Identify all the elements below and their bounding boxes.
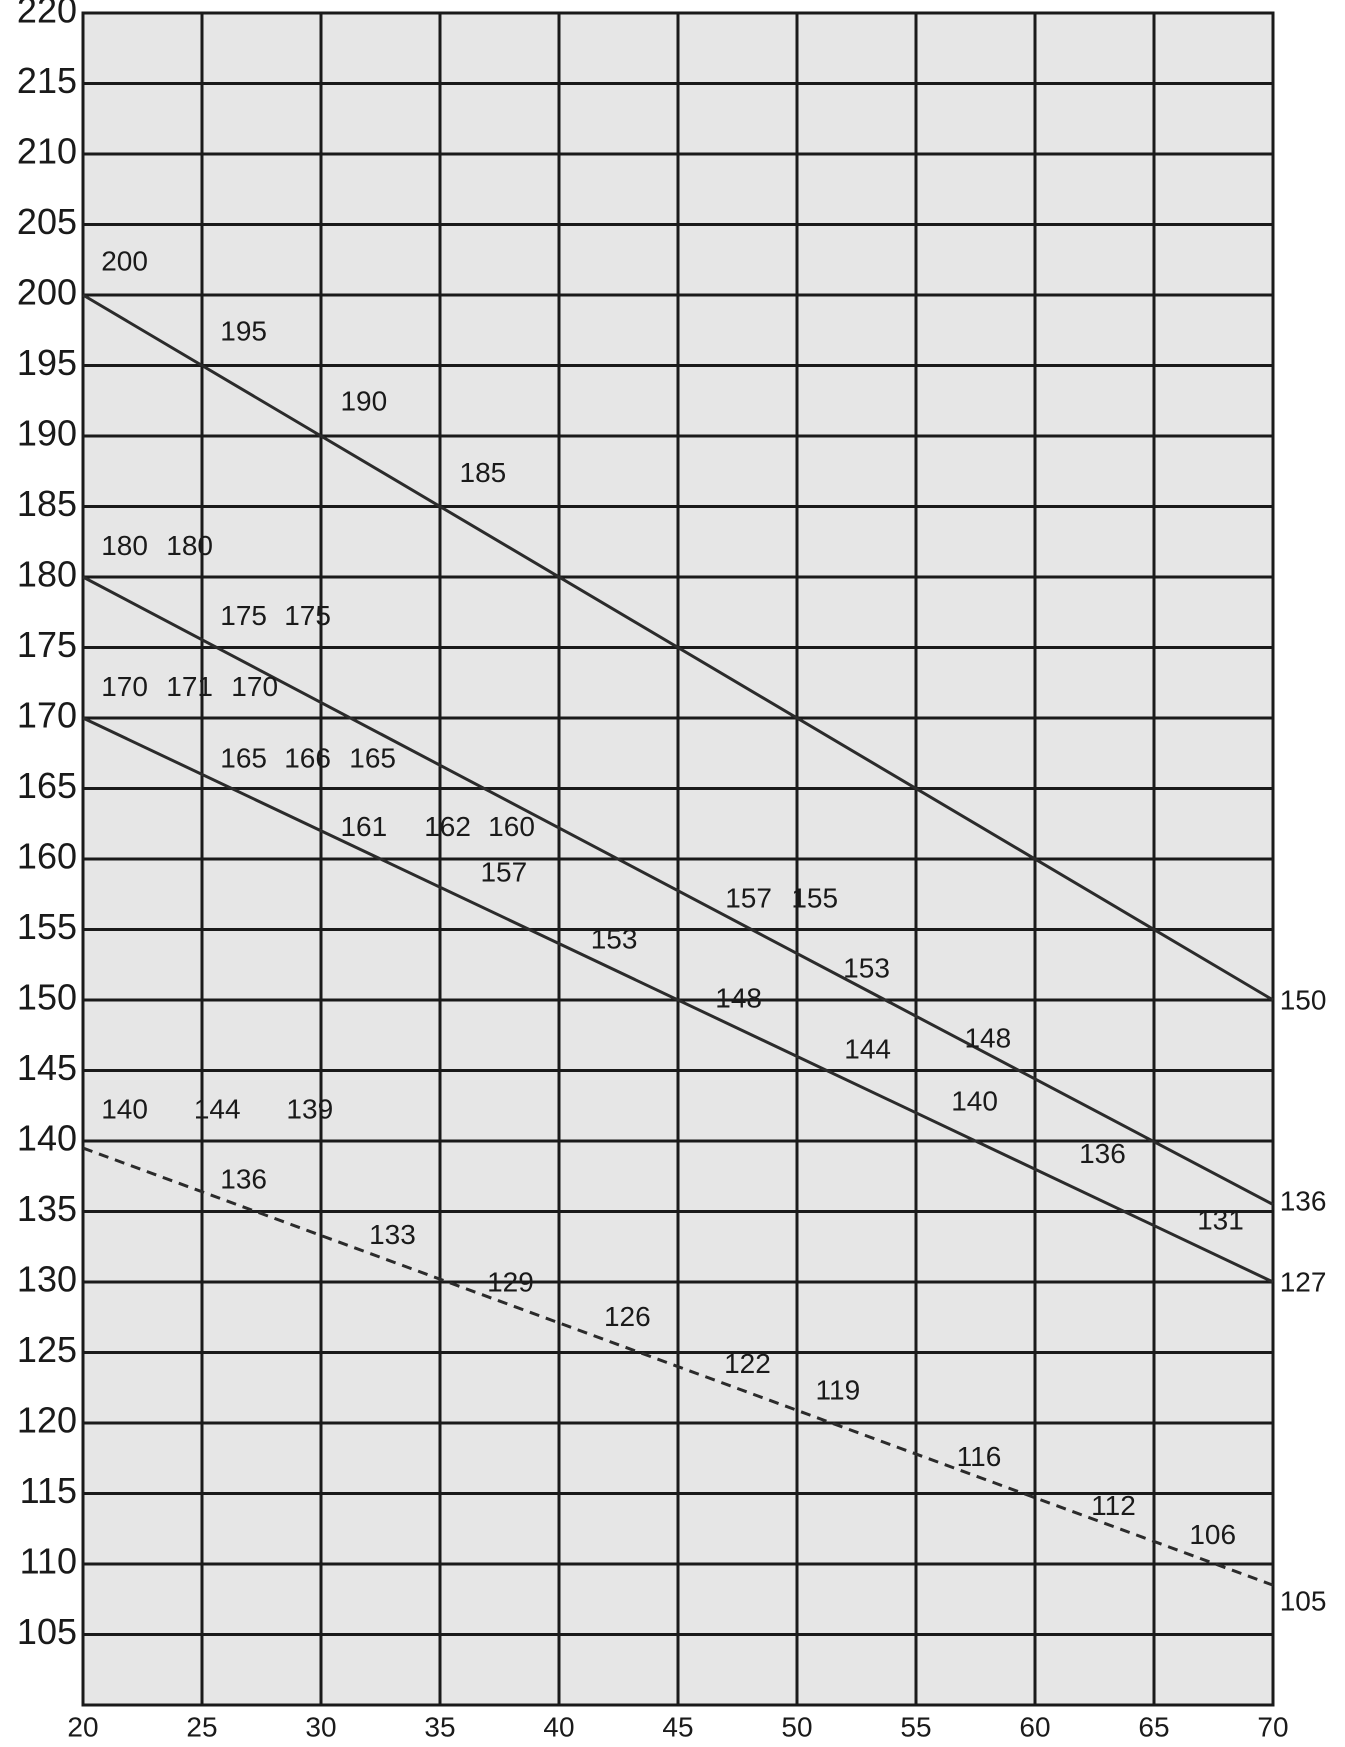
y-tick-label: 120 <box>17 1400 77 1441</box>
y-tick-label: 205 <box>17 201 77 242</box>
annotation: 155 <box>791 882 838 913</box>
line <box>82 575 1274 1206</box>
annotation: 144 <box>844 1033 891 1064</box>
y-tick-label: 140 <box>17 1118 77 1159</box>
y-tick-label: 200 <box>17 272 77 313</box>
annotation: 171 <box>166 671 213 702</box>
y-tick-label: 215 <box>17 60 77 101</box>
annotation: 161 <box>340 811 387 842</box>
annotation: 131 <box>1197 1204 1244 1235</box>
annotation: 127 <box>1280 1267 1327 1298</box>
annotation: 136 <box>1079 1138 1126 1169</box>
x-tick-label: 50 <box>781 1711 812 1742</box>
annotation: 139 <box>286 1093 333 1124</box>
x-tick-label: 70 <box>1257 1711 1288 1742</box>
y-tick-label: 145 <box>17 1047 77 1088</box>
y-tick-label: 165 <box>17 765 77 806</box>
annotation: 106 <box>1189 1519 1236 1550</box>
annotation: 144 <box>194 1093 241 1124</box>
line <box>82 293 1274 1002</box>
y-tick-label: 180 <box>17 554 77 595</box>
y-tick-label: 170 <box>17 695 77 736</box>
annotation: 140 <box>101 1093 148 1124</box>
annotation: 105 <box>1280 1586 1327 1617</box>
y-tick-label: 195 <box>17 342 77 383</box>
annotation: 162 <box>424 811 471 842</box>
annotation: 136 <box>1280 1186 1327 1217</box>
y-tick-label: 175 <box>17 624 77 665</box>
x-tick-label: 40 <box>543 1711 574 1742</box>
x-tick-label: 45 <box>662 1711 693 1742</box>
annotation: 116 <box>957 1441 1002 1472</box>
annotation: 150 <box>1280 984 1327 1015</box>
annotation: 170 <box>101 671 148 702</box>
annotation: 165 <box>220 742 267 773</box>
line <box>82 716 1274 1284</box>
annotation: 157 <box>480 857 527 888</box>
annotation: 133 <box>369 1219 416 1250</box>
y-tick-label: 150 <box>17 977 77 1018</box>
annotation: 153 <box>591 923 638 954</box>
y-tick-label: 190 <box>17 413 77 454</box>
y-tick-label: 110 <box>20 1541 77 1582</box>
y-tick-label: 115 <box>20 1470 77 1511</box>
annotation: 136 <box>220 1163 267 1194</box>
annotation: 160 <box>488 811 535 842</box>
x-tick-label: 30 <box>305 1711 336 1742</box>
y-tick-label: 160 <box>17 836 77 877</box>
y-tick-label: 220 <box>17 0 77 31</box>
annotation: 148 <box>715 982 762 1013</box>
y-tick-label: 210 <box>17 131 77 172</box>
annotation: 129 <box>487 1267 534 1298</box>
annotation: 175 <box>284 600 331 631</box>
annotation: 165 <box>349 742 396 773</box>
y-tick-label: 130 <box>17 1259 77 1300</box>
y-tick-label: 105 <box>17 1611 77 1652</box>
annotation: 166 <box>284 742 331 773</box>
x-tick-label: 55 <box>900 1711 931 1742</box>
annotation: 119 <box>816 1374 861 1405</box>
annotation: 170 <box>231 671 278 702</box>
annotation: 180 <box>166 530 213 561</box>
line <box>82 1146 1274 1587</box>
y-tick-label: 125 <box>17 1329 77 1370</box>
annotation: 122 <box>724 1348 771 1379</box>
annotation: 200 <box>101 246 148 277</box>
y-tick-label: 155 <box>17 906 77 947</box>
annotation: 140 <box>951 1086 998 1117</box>
annotation: 112 <box>1091 1490 1136 1521</box>
y-tick-label: 135 <box>17 1188 77 1229</box>
annotation: 190 <box>340 386 387 417</box>
x-tick-label: 60 <box>1019 1711 1050 1742</box>
annotation: 148 <box>964 1022 1011 1053</box>
x-tick-label: 35 <box>424 1711 455 1742</box>
annotation: 180 <box>101 530 148 561</box>
y-tick-label: 185 <box>17 483 77 524</box>
x-tick-label: 25 <box>186 1711 217 1742</box>
annotation: 185 <box>460 457 507 488</box>
annotation: 157 <box>725 882 772 913</box>
x-tick-label: 65 <box>1138 1711 1169 1742</box>
annotation: 126 <box>604 1301 651 1332</box>
annotation: 195 <box>220 316 267 347</box>
plot-frame <box>81 11 1275 1707</box>
annotation: 175 <box>220 600 267 631</box>
annotation: 153 <box>843 952 890 983</box>
x-tick-label: 20 <box>67 1711 98 1742</box>
